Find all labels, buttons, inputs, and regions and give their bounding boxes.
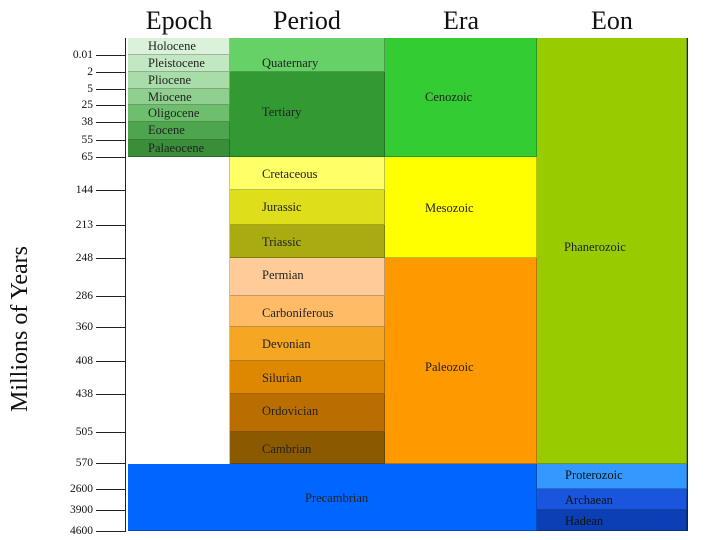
epoch-label: Pliocene — [148, 73, 191, 87]
tick-label: 570 — [55, 456, 93, 470]
tick-line — [96, 122, 126, 123]
epoch-label: Miocene — [148, 90, 192, 104]
axis-label: Millions of Years — [4, 246, 36, 412]
period-label: Triassic — [262, 235, 301, 249]
tick-label: 4600 — [55, 524, 93, 538]
precambrian-eon-label: Archaean — [565, 493, 613, 507]
precambrian-label: Precambrian — [305, 491, 368, 505]
epoch-label: Palaeocene — [148, 141, 204, 155]
tick-label: 0.01 — [55, 48, 93, 62]
tick-label: 286 — [55, 289, 93, 303]
precambrian-band: Precambrian — [128, 464, 537, 531]
period-label: Quaternary — [262, 56, 318, 70]
tick-line — [96, 140, 126, 141]
era-label: Paleozoic — [425, 360, 474, 374]
tick-label: 5 — [55, 82, 93, 96]
tick-line — [96, 72, 126, 73]
tick-line — [96, 55, 126, 56]
tick-line — [96, 531, 126, 532]
tick-label: 65 — [55, 150, 93, 164]
tick-label: 144 — [55, 183, 93, 197]
header-period: Period — [232, 4, 382, 38]
right-border — [687, 38, 688, 531]
tick-line — [96, 157, 126, 158]
epoch-label: Pleistocene — [148, 56, 205, 70]
precambrian-eon-label: Proterozoic — [565, 468, 623, 482]
period-label: Ordovician — [262, 404, 318, 418]
period-label: Cretaceous — [262, 167, 318, 181]
tick-line — [96, 190, 126, 191]
tick-line — [96, 394, 126, 395]
eon-phanerozoic-label: Phanerozoic — [564, 240, 626, 254]
period-block — [230, 72, 385, 157]
tick-label: 438 — [55, 387, 93, 401]
tick-line — [96, 105, 126, 106]
tick-label: 248 — [55, 251, 93, 265]
axis-line — [125, 38, 126, 531]
period-block — [230, 258, 385, 296]
tick-label: 408 — [55, 354, 93, 368]
period-label: Cambrian — [262, 442, 311, 456]
tick-label: 2600 — [55, 482, 93, 496]
era-label: Cenozoic — [425, 90, 472, 104]
tick-line — [96, 258, 126, 259]
tick-line — [96, 463, 126, 464]
tick-line — [96, 510, 126, 511]
epoch-empty — [128, 157, 230, 464]
period-block — [230, 225, 385, 258]
tick-label: 25 — [55, 98, 93, 112]
tick-line — [96, 327, 126, 328]
epoch-label: Holocene — [148, 39, 196, 53]
period-block — [230, 361, 385, 394]
precambrian-eon-label: Hadean — [565, 514, 603, 528]
tick-label: 360 — [55, 320, 93, 334]
tick-label: 2 — [55, 65, 93, 79]
precambrian-eon-block — [537, 510, 687, 531]
tick-label: 3900 — [55, 503, 93, 517]
period-label: Carboniferous — [262, 306, 334, 320]
tick-label: 505 — [55, 425, 93, 439]
tick-line — [96, 489, 126, 490]
tick-line — [96, 225, 126, 226]
epoch-label: Oligocene — [148, 106, 199, 120]
period-label: Tertiary — [262, 105, 301, 119]
tick-line — [96, 361, 126, 362]
period-label: Permian — [262, 268, 304, 282]
period-label: Silurian — [262, 371, 302, 385]
tick-label: 55 — [55, 133, 93, 147]
header-era: Era — [386, 4, 536, 38]
tick-line — [96, 296, 126, 297]
period-block — [230, 190, 385, 225]
header-eon: Eon — [537, 4, 687, 38]
era-label: Mesozoic — [425, 201, 474, 215]
tick-line — [96, 89, 126, 90]
eon-phanerozoic: Phanerozoic — [537, 38, 687, 464]
tick-label: 38 — [55, 115, 93, 129]
period-label: Jurassic — [262, 200, 302, 214]
tick-label: 213 — [55, 218, 93, 232]
epoch-label: Eocene — [148, 123, 185, 137]
header-epoch: Epoch — [128, 4, 230, 38]
period-label: Devonian — [262, 337, 311, 351]
tick-line — [96, 432, 126, 433]
